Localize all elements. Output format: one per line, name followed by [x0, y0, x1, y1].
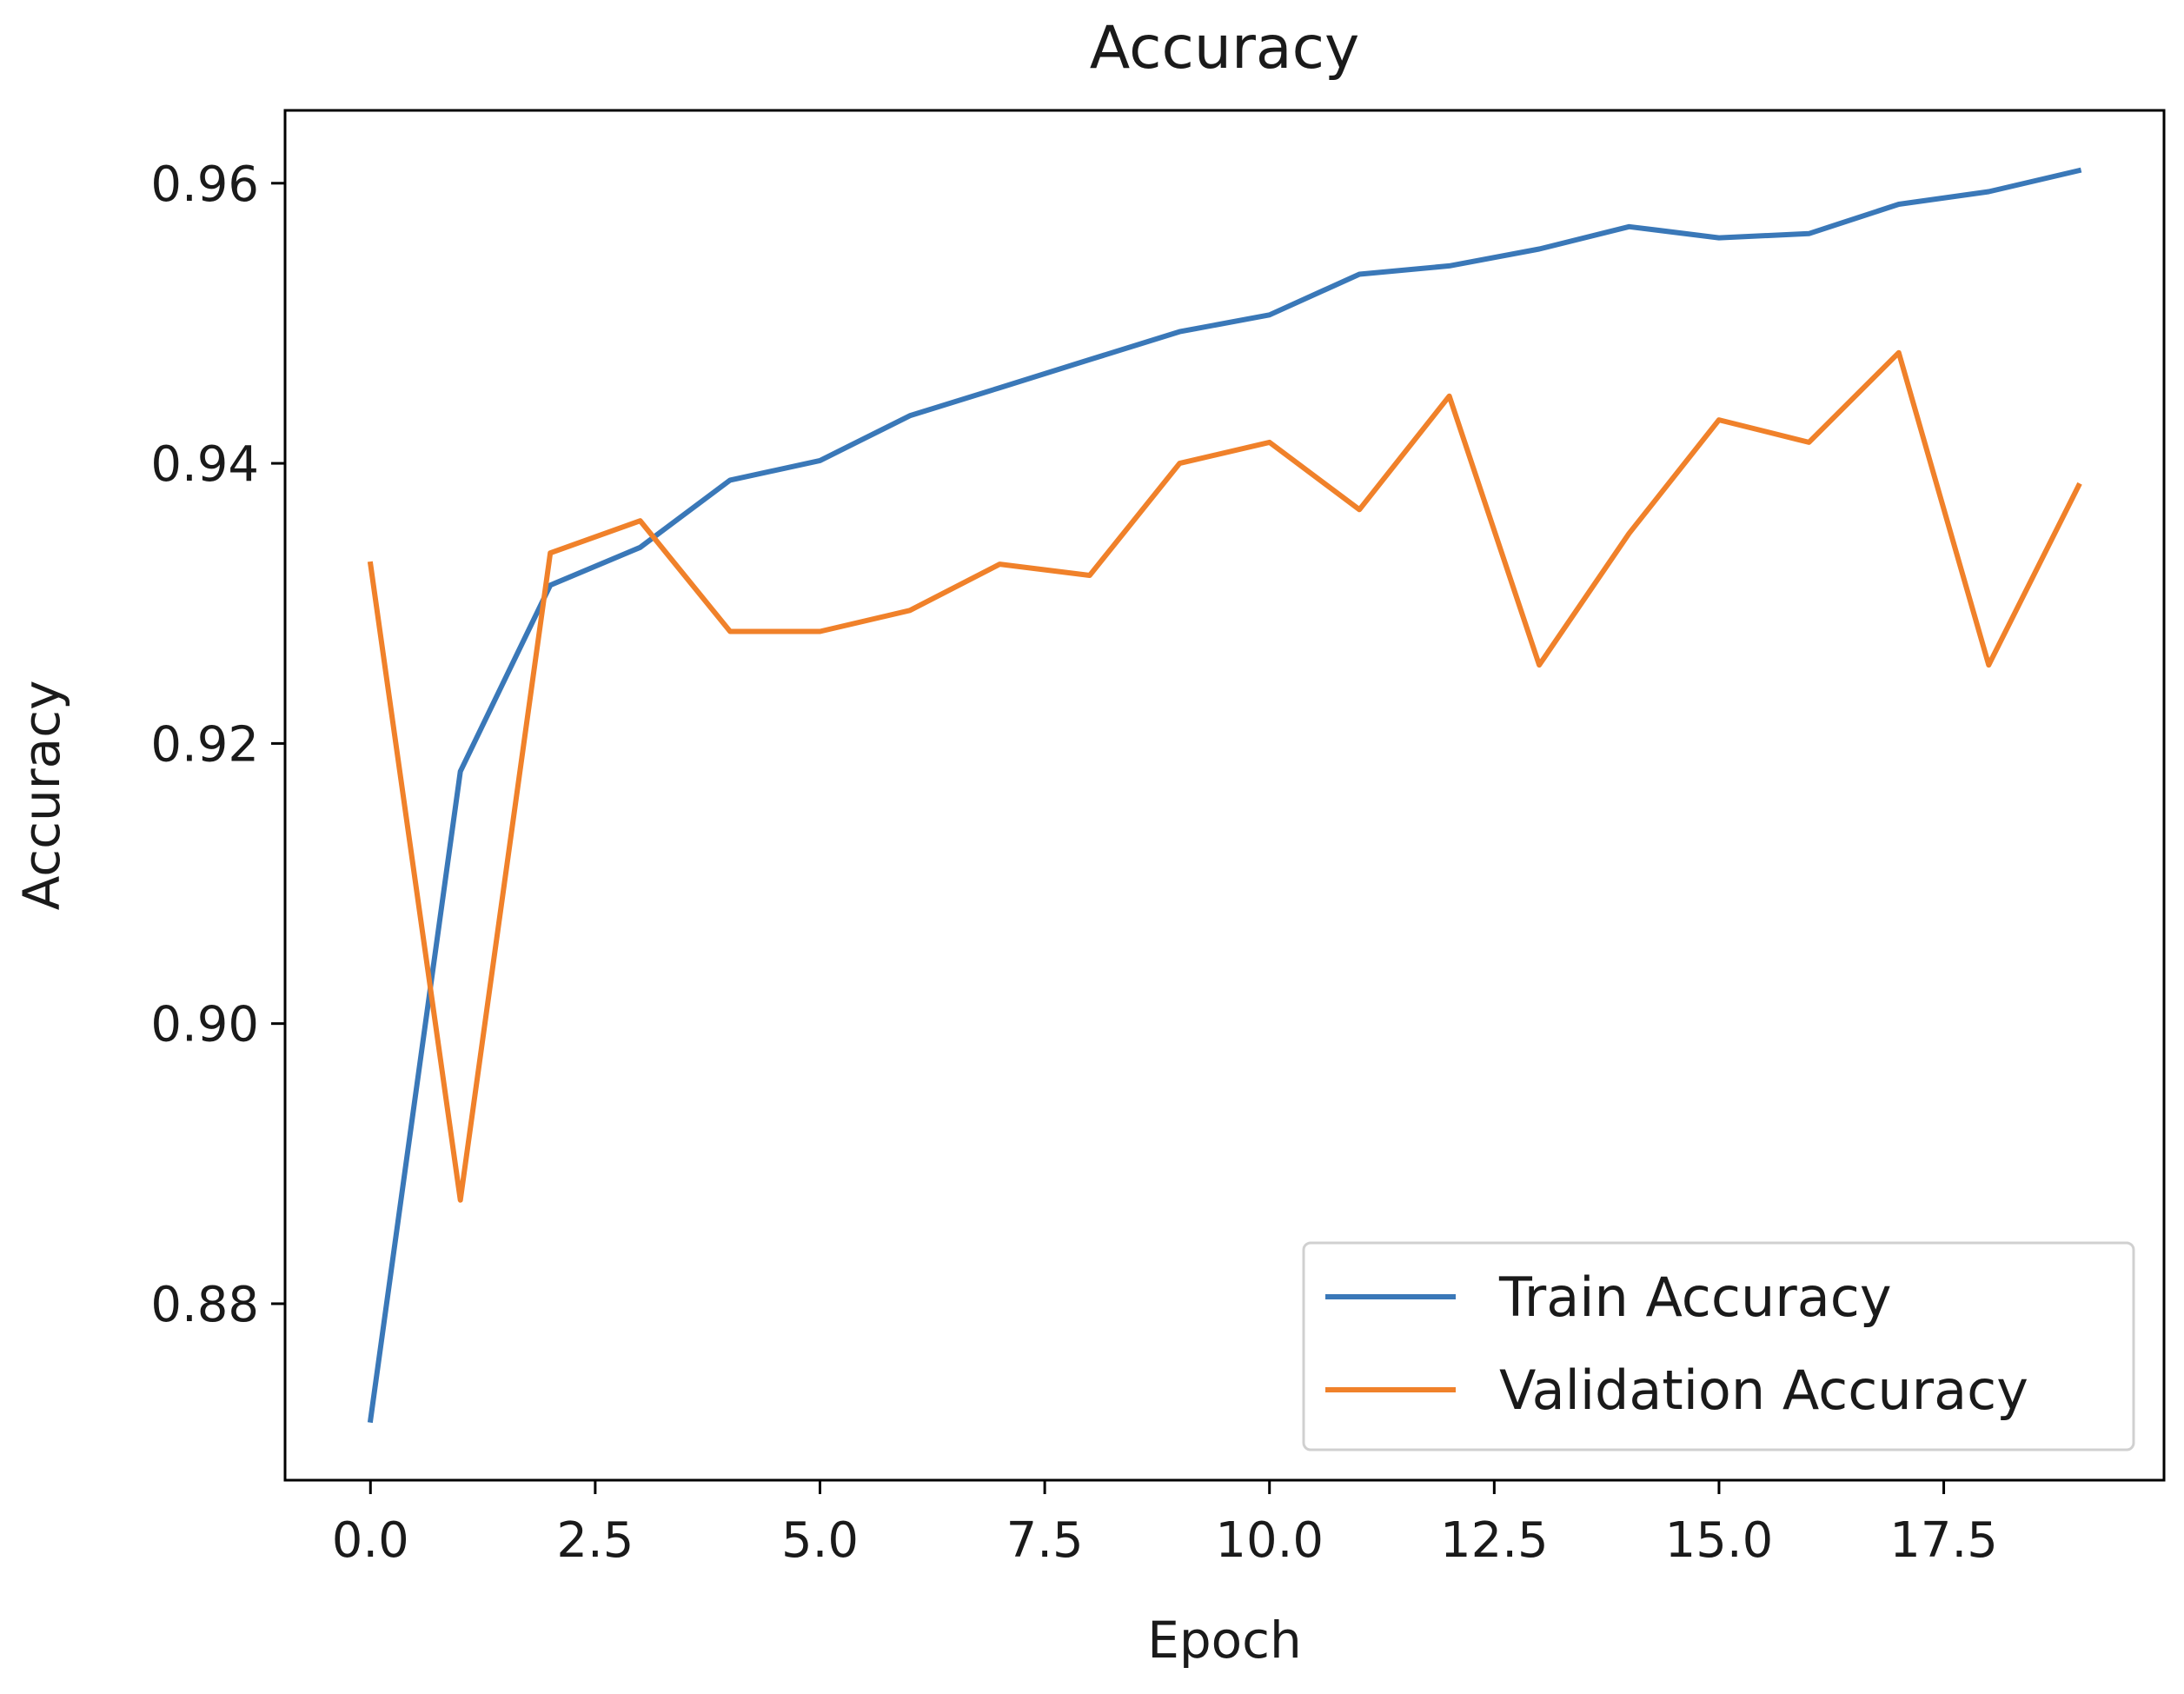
series-lines — [367, 167, 2082, 1424]
plot-frame — [283, 109, 2166, 1482]
chart-title: Accuracy — [1090, 14, 1359, 83]
y-tick-label: 0.90 — [150, 997, 259, 1053]
x-tick-label: 7.5 — [1006, 1512, 1084, 1569]
y-tick-label: 0.88 — [150, 1277, 259, 1333]
x-tick-label: 17.5 — [1889, 1512, 1998, 1569]
x-tick-label: 12.5 — [1440, 1512, 1549, 1569]
validation-accuracy-line — [367, 349, 2082, 1203]
y-axis-ticks: 0.88 0.90 0.92 0.94 0.96 — [150, 156, 285, 1333]
y-axis-title: Accuracy — [12, 681, 71, 911]
y-tick-label: 0.94 — [150, 436, 259, 493]
x-tick-label: 5.0 — [781, 1512, 859, 1569]
legend-label-train: Train Accuracy — [1498, 1266, 1892, 1329]
x-tick-label: 0.0 — [332, 1512, 409, 1569]
y-tick-label: 0.96 — [150, 156, 259, 213]
legend-label-validation: Validation Accuracy — [1499, 1359, 2028, 1422]
x-tick-label: 15.0 — [1665, 1512, 1774, 1569]
x-tick-label: 2.5 — [556, 1512, 634, 1569]
x-axis-ticks: 0.0 2.5 5.0 7.5 10.0 12.5 15.0 17.5 — [332, 1480, 1998, 1569]
x-tick-label: 10.0 — [1215, 1512, 1324, 1569]
legend: Train Accuracy Validation Accuracy — [1302, 1241, 2135, 1452]
x-axis-title: Epoch — [1147, 1611, 1302, 1670]
legend-box — [1302, 1241, 2135, 1452]
plot-border — [283, 109, 2166, 1482]
y-tick-label: 0.92 — [150, 716, 259, 773]
